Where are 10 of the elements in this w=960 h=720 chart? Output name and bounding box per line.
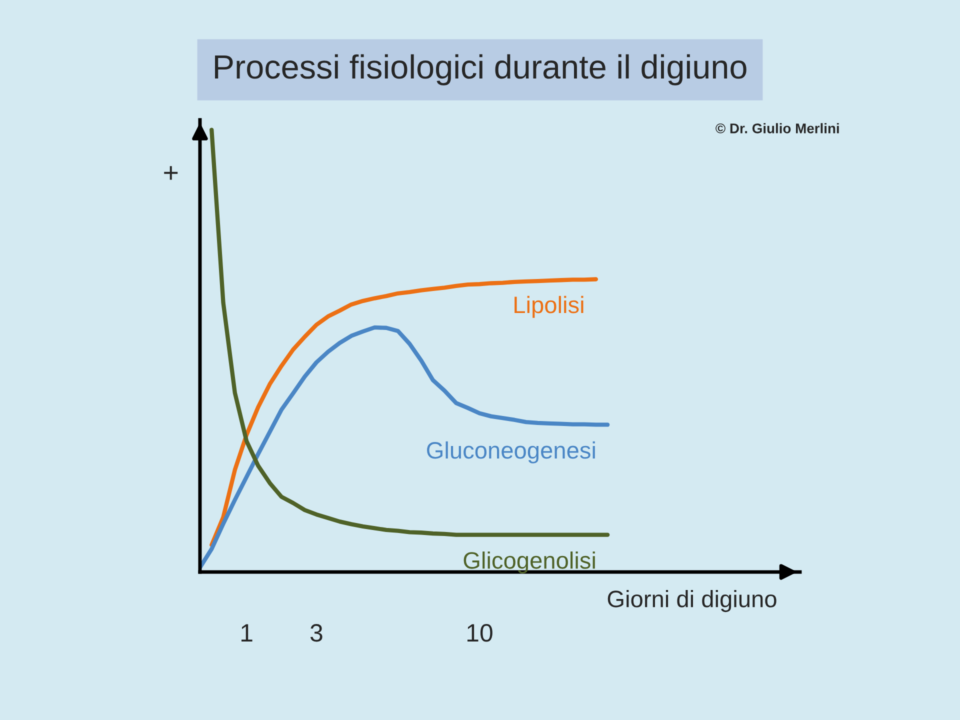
text: © Dr. Giulio Merlini [716,123,839,134]
series-label: Gluconeogenesi [427,441,595,464]
series-label: Glicogenolisi [464,551,595,574]
text: + [164,166,178,180]
chart-title: Processi fisiologici durante il digiuno [215,54,746,86]
x-tick-label: 3 [310,624,322,642]
x-tick-label: 1 [242,624,252,642]
series-label: Lipolisi [514,296,584,318]
x-tick-label: 10 [467,624,492,642]
x-axis-title: Giorni di digiuno [608,590,776,612]
